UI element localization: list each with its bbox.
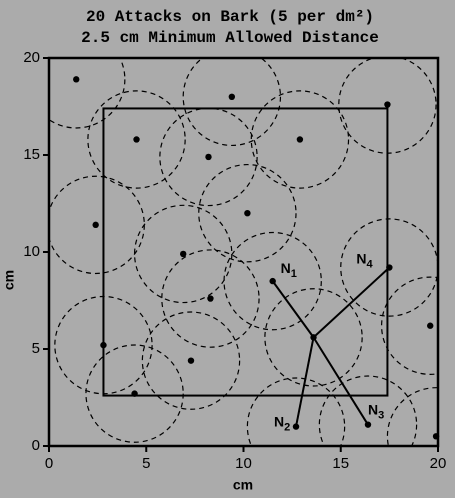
distance-circle	[49, 58, 126, 129]
attack-point	[187, 357, 195, 364]
x-tick-label: 10	[235, 455, 252, 472]
y-tick-label: 20	[23, 49, 40, 66]
x-tick-label: 0	[45, 455, 53, 472]
distance-circle	[85, 344, 184, 443]
distance-circle	[182, 58, 282, 147]
neighbor-label: N1	[281, 260, 297, 280]
attack-point	[244, 210, 251, 217]
neighbor-line	[271, 280, 315, 338]
distance-circle	[87, 90, 186, 189]
attack-point	[92, 221, 99, 229]
attack-point	[228, 93, 236, 101]
neighbor-line	[312, 336, 369, 426]
distance-circle	[246, 377, 346, 446]
neighbor-line	[295, 337, 315, 427]
neighbor-label-sub: 1	[291, 268, 297, 280]
y-tick-label: 5	[32, 340, 40, 357]
neighbor-label-sub: 2	[284, 422, 290, 434]
y-tick-label: 10	[23, 243, 40, 260]
distance-circle	[340, 218, 438, 317]
x-axis-label: cm	[233, 477, 253, 493]
inner-box	[102, 107, 389, 397]
distance-circle	[198, 163, 297, 263]
attack-point	[427, 322, 434, 329]
attack-point	[310, 334, 317, 341]
attack-point	[384, 101, 391, 108]
x-tick-label: 5	[142, 455, 150, 472]
x-tick-label: 20	[430, 455, 447, 472]
attack-point	[364, 421, 372, 428]
neighbor-label: N3	[368, 401, 384, 421]
plot-area	[49, 58, 438, 446]
y-axis-label: cm	[1, 270, 17, 290]
neighbor-label-text: N	[368, 401, 378, 417]
distance-circle	[381, 276, 438, 375]
attack-point	[386, 264, 393, 271]
y-tick-label: 15	[23, 146, 40, 163]
distance-circle	[161, 249, 260, 348]
neighbor-label: N4	[356, 250, 373, 270]
neighbor-label-text: N	[356, 250, 366, 266]
neighbor-label-sub: 3	[378, 410, 384, 422]
distance-circle	[318, 375, 418, 446]
attack-point	[73, 76, 80, 83]
neighbor-label-text: N	[274, 413, 284, 429]
chart-title: 20 Attacks on Bark (5 per dm²)	[86, 8, 374, 26]
attack-point	[296, 136, 304, 143]
attack-point	[205, 153, 212, 161]
distance-circle	[223, 231, 322, 331]
attack-point	[207, 295, 214, 302]
distance-circle	[386, 387, 438, 446]
attack-point	[131, 390, 138, 397]
plot-frame	[47, 56, 440, 448]
distance-circle	[141, 311, 241, 410]
attack-point	[133, 136, 140, 143]
attack-point	[180, 250, 187, 258]
attack-point	[269, 277, 276, 285]
attack-point	[292, 423, 300, 430]
neighbor-label-sub: 4	[367, 258, 374, 270]
attack-point	[100, 341, 107, 349]
distance-circle	[250, 90, 350, 189]
distance-circle	[264, 288, 363, 387]
neighbor-line	[312, 266, 391, 339]
neighbor-label-text: N	[281, 260, 291, 276]
chart-subtitle: 2.5 cm Minimum Allowed Distance	[81, 29, 379, 47]
x-tick-label: 15	[332, 455, 349, 472]
y-tick-label: 0	[32, 437, 40, 454]
neighbor-label: N2	[274, 413, 290, 433]
